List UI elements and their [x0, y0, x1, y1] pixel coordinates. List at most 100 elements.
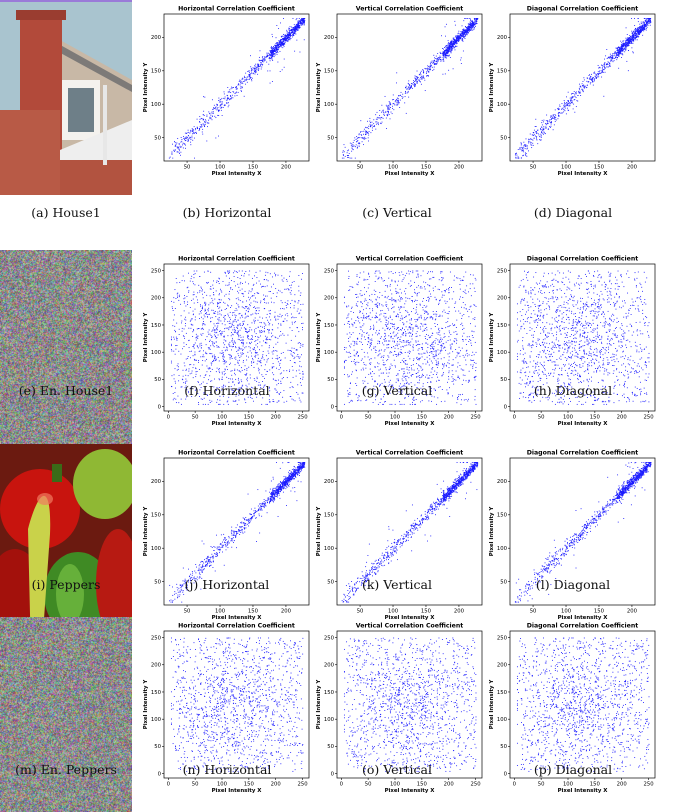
data-point — [448, 44, 449, 45]
data-point — [387, 115, 388, 116]
data-point — [412, 88, 413, 89]
data-point — [238, 336, 239, 337]
data-point — [357, 147, 358, 148]
data-point — [203, 297, 204, 298]
data-point — [294, 353, 295, 354]
data-point — [257, 361, 258, 362]
data-point — [543, 129, 544, 130]
data-point — [183, 148, 184, 149]
data-point — [292, 366, 293, 367]
data-point — [293, 377, 294, 378]
data-point — [457, 37, 458, 38]
data-point — [458, 33, 459, 34]
data-point — [398, 98, 399, 99]
data-point — [213, 280, 214, 281]
data-point — [208, 123, 209, 124]
data-point — [254, 331, 255, 332]
data-point — [463, 20, 464, 21]
data-point — [381, 112, 382, 113]
x-axis-label: Pixel Intensity X — [212, 171, 263, 177]
data-point — [521, 157, 522, 158]
data-point — [249, 271, 250, 272]
data-point — [573, 93, 574, 94]
data-point — [362, 131, 363, 132]
data-point — [536, 126, 537, 127]
data-point — [210, 381, 211, 382]
data-point — [262, 57, 263, 58]
data-point — [448, 48, 449, 49]
data-point — [443, 54, 444, 55]
data-point — [285, 37, 286, 38]
data-point — [235, 342, 236, 343]
data-point — [266, 303, 267, 304]
data-point — [203, 124, 204, 125]
data-point — [300, 378, 301, 379]
data-point — [584, 87, 585, 88]
data-point — [236, 303, 237, 304]
data-point — [642, 35, 643, 36]
data-point — [242, 78, 243, 79]
data-point — [263, 295, 264, 296]
data-point — [277, 52, 278, 53]
data-point — [179, 152, 180, 153]
data-point — [548, 129, 549, 130]
data-point — [217, 319, 218, 320]
data-point — [644, 28, 645, 29]
data-point — [203, 329, 204, 330]
data-point — [277, 342, 278, 343]
data-point — [266, 317, 267, 318]
data-point — [177, 146, 178, 147]
data-point — [455, 46, 456, 47]
data-point — [445, 56, 446, 57]
data-point — [543, 120, 544, 121]
data-point — [243, 296, 244, 297]
data-point — [236, 310, 237, 311]
data-point — [397, 373, 398, 374]
data-point — [454, 47, 455, 48]
data-point — [261, 374, 262, 375]
data-point — [243, 340, 244, 341]
data-point — [284, 335, 285, 336]
data-point — [425, 68, 426, 69]
data-point — [565, 103, 566, 104]
data-point — [177, 338, 178, 339]
data-point — [300, 357, 301, 358]
data-point — [572, 101, 573, 102]
data-point — [257, 378, 258, 379]
data-point — [636, 29, 637, 30]
data-point — [527, 148, 528, 149]
data-point — [178, 369, 179, 370]
data-point — [250, 73, 251, 74]
data-point — [204, 292, 205, 293]
data-point — [578, 92, 579, 93]
data-point — [202, 365, 203, 366]
data-point — [211, 310, 212, 311]
data-point — [240, 353, 241, 354]
data-point — [592, 81, 593, 82]
data-point — [273, 293, 274, 294]
data-point — [363, 272, 364, 273]
data-point — [298, 331, 299, 332]
data-point — [598, 74, 599, 75]
data-point — [398, 100, 399, 101]
data-point — [626, 45, 627, 46]
data-point — [296, 19, 297, 20]
data-point — [215, 108, 216, 109]
data-point — [237, 95, 238, 96]
data-point — [203, 114, 204, 115]
data-point — [209, 348, 210, 349]
data-point — [269, 324, 270, 325]
data-point — [469, 23, 470, 24]
data-point — [288, 36, 289, 37]
data-point — [516, 153, 517, 154]
data-point — [231, 305, 232, 306]
data-point — [617, 55, 618, 56]
data-point — [386, 105, 387, 106]
data-point — [218, 320, 219, 321]
data-point — [265, 272, 266, 273]
data-point — [222, 373, 223, 374]
data-point — [226, 308, 227, 309]
data-point — [234, 373, 235, 374]
data-point — [583, 77, 584, 78]
data-point — [617, 57, 618, 58]
